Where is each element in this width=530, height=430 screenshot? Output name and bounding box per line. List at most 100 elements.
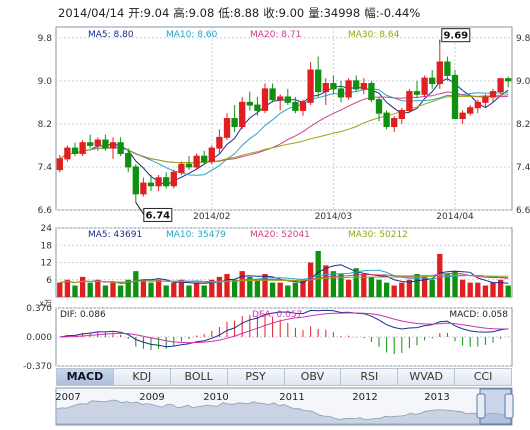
price-tick-left: 6.6	[38, 206, 53, 216]
tab-kdj[interactable]: KDJ	[113, 368, 171, 386]
price-legend-item: MA20: 8.71	[250, 30, 301, 40]
high-annotation-box	[441, 28, 471, 43]
tab-cci[interactable]: CCI	[455, 368, 512, 386]
header-open: 开:9.04	[128, 6, 170, 20]
candle-body	[292, 101, 299, 111]
candle-body	[117, 142, 124, 154]
overview-year-label: 2011	[279, 392, 304, 403]
overview-year-label: 2010	[203, 392, 228, 403]
volume-bar	[338, 274, 344, 297]
tab-boll[interactable]: BOLL	[170, 368, 228, 386]
volume-bar	[406, 279, 413, 297]
candle-body	[147, 182, 155, 187]
candle-body	[467, 107, 474, 114]
macd-legend-dea: DEA: 0.057	[252, 310, 302, 320]
macd-legend-macd: MACD: 0.058	[449, 310, 508, 320]
volume-bar	[239, 271, 245, 297]
volume-bar	[345, 279, 352, 297]
volume-bar	[452, 271, 458, 297]
price-tick-right: 9.8	[516, 34, 530, 44]
price-annotations: 9.69 6.74	[135, 28, 471, 222]
candle-body	[231, 118, 238, 128]
volume-bar	[269, 282, 276, 297]
volume-bar	[429, 279, 435, 297]
volume-bar	[155, 279, 162, 297]
candle-body	[391, 118, 398, 128]
tab-obv[interactable]: OBV	[284, 368, 342, 386]
candle-body	[102, 139, 109, 149]
low-annotation-label: 6.74	[145, 210, 170, 221]
overview-left-handle[interactable]	[476, 393, 486, 419]
volume-bar	[79, 276, 86, 297]
volume-bars	[57, 251, 511, 297]
volume-bar	[330, 271, 337, 297]
candle-body	[71, 147, 79, 154]
price-moving-averages	[59, 78, 509, 186]
candle-body	[345, 80, 352, 98]
tab-macd[interactable]: MACD	[56, 368, 114, 386]
volume-bar	[490, 282, 496, 297]
candle-body	[330, 83, 337, 90]
candle-body	[322, 83, 329, 93]
price-tick-left: 7.4	[38, 163, 53, 173]
candle-body	[163, 177, 170, 187]
candle-body	[505, 78, 512, 82]
candle-body	[375, 99, 383, 114]
candle-body	[208, 147, 215, 163]
price-tick-right: 7.4	[516, 163, 530, 173]
header-change: 幅:-0.44%	[364, 6, 421, 20]
volume-legend: MA5: 43691 MA10: 35479 MA20: 52041 MA30: 50…	[88, 230, 408, 240]
tab-wvad[interactable]: WVAD	[398, 368, 456, 386]
price-tick-right: 8.2	[516, 120, 530, 130]
volume-bar	[254, 279, 261, 297]
candle-body	[360, 83, 367, 90]
candle-body	[140, 182, 147, 195]
candle-body	[421, 77, 428, 95]
volume-bar	[323, 265, 329, 297]
candle-body	[284, 96, 291, 103]
overview-year-label: 2007	[55, 392, 80, 403]
volume-tick: 24	[41, 224, 53, 234]
candle-body	[94, 139, 101, 146]
candle-body	[337, 88, 345, 98]
candle-body	[482, 96, 489, 103]
volume-legend-item: MA30: 50212	[348, 230, 408, 240]
candle-body	[193, 155, 200, 168]
candle-body	[87, 142, 94, 146]
price-ma-line	[59, 78, 509, 186]
header-date: 2014/04/14	[58, 6, 125, 20]
volume-bar	[178, 279, 185, 297]
tab-rsi[interactable]: RSI	[341, 368, 399, 386]
volume-bar	[133, 271, 139, 297]
price-panel-frame	[55, 26, 513, 211]
price-legend: MA5: 8.80 MA10: 8.60 MA20: 8.71 MA30: 8.64	[88, 30, 400, 40]
candle-body	[185, 163, 193, 168]
candle-body	[132, 166, 139, 195]
candle-body	[223, 118, 231, 138]
volume-bar	[383, 282, 390, 297]
header-close: 收:9.00	[263, 6, 305, 20]
price-date-label: 2014/02	[193, 212, 230, 222]
overview-right-handle[interactable]	[504, 393, 514, 419]
volume-bar	[505, 285, 511, 297]
volume-bar	[140, 279, 147, 297]
header-high: 高:9.08	[173, 6, 215, 20]
macd-tick: 0.370	[26, 304, 52, 314]
overview-year-label: 2009	[139, 392, 164, 403]
candle-body	[254, 104, 261, 111]
volume-bar	[193, 282, 200, 297]
tab-psy[interactable]: PSY	[227, 368, 285, 386]
volume-bar	[444, 274, 451, 297]
volume-bar	[148, 282, 154, 297]
volume-bar	[262, 274, 268, 297]
volume-bar	[300, 279, 306, 297]
price-legend-item: MA5: 8.80	[88, 30, 134, 40]
candle-body	[64, 147, 71, 160]
candle-body	[398, 109, 405, 119]
volume-tick: 6	[46, 276, 52, 286]
candle-body	[178, 163, 185, 173]
volume-bar	[163, 285, 169, 297]
volume-bar	[497, 279, 504, 297]
volume-legend-item: MA20: 52041	[250, 230, 310, 240]
